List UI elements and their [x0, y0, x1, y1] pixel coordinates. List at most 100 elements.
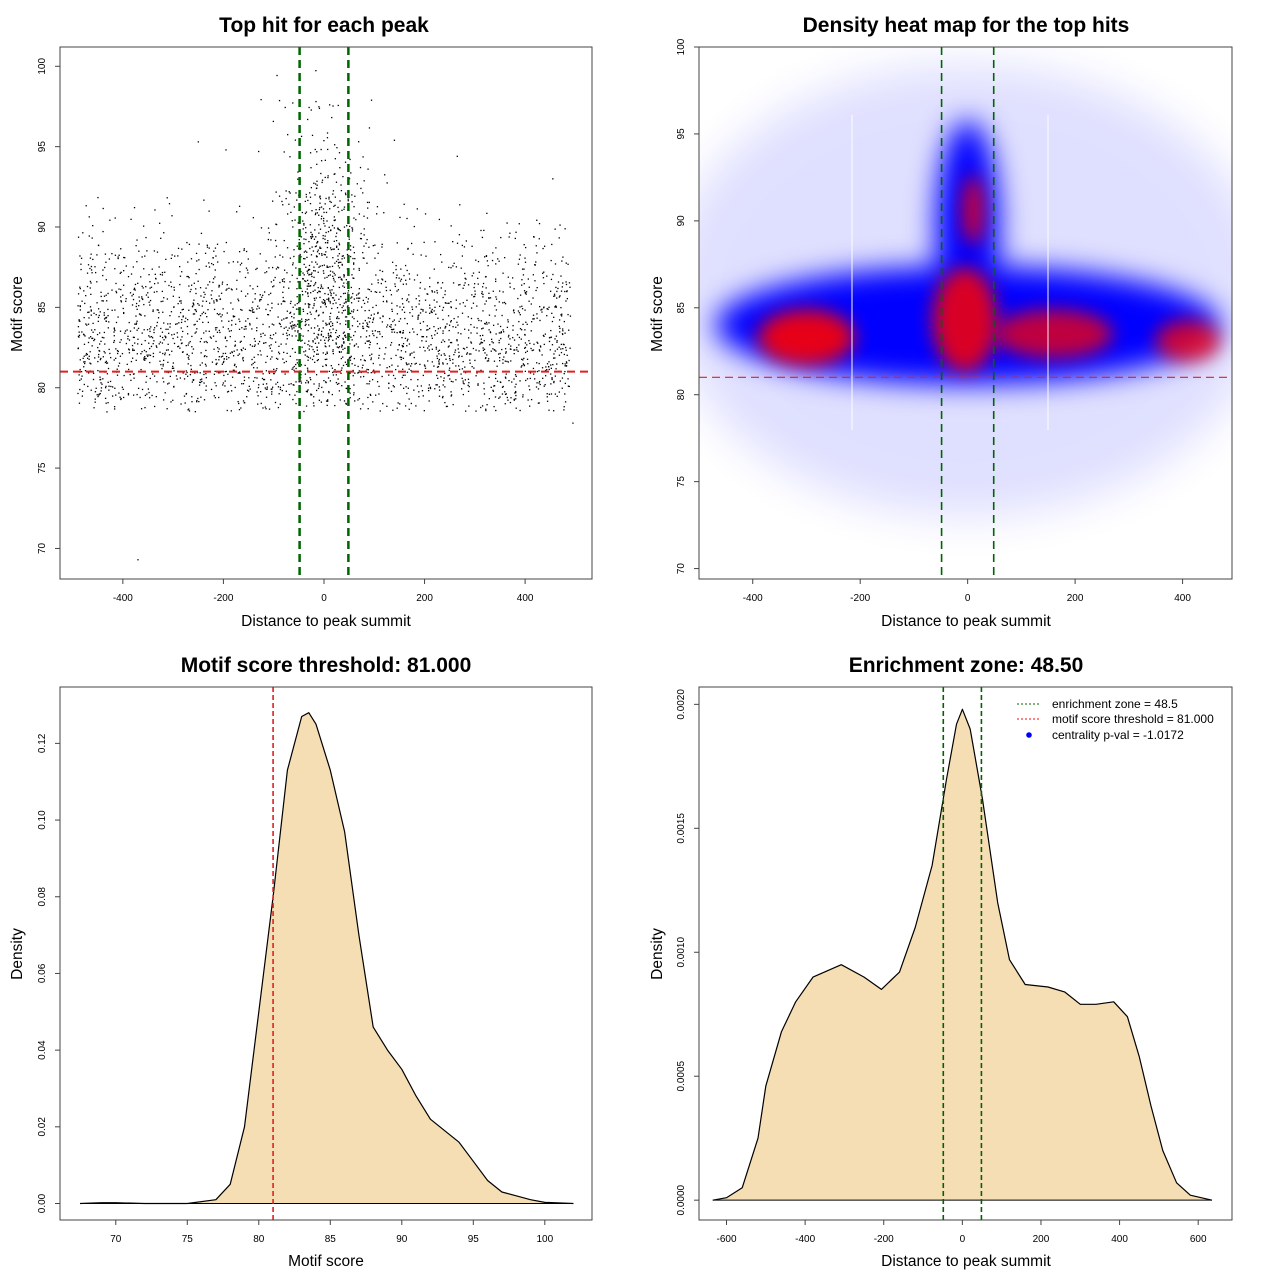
- data-point: [273, 372, 275, 375]
- data-point: [201, 380, 203, 383]
- data-point: [308, 274, 310, 276]
- data-point: [118, 362, 121, 364]
- data-point: [399, 330, 402, 333]
- data-point: [300, 340, 302, 342]
- data-point: [489, 331, 492, 334]
- data-point: [79, 255, 81, 257]
- data-point: [169, 326, 171, 328]
- data-point: [252, 362, 254, 365]
- data-point: [353, 394, 355, 396]
- data-point: [500, 331, 503, 334]
- data-point: [208, 210, 210, 212]
- data-point: [161, 336, 164, 339]
- data-point: [558, 391, 560, 393]
- data-point: [283, 278, 285, 280]
- data-point: [240, 407, 242, 409]
- data-point: [407, 248, 409, 250]
- data-point: [104, 387, 107, 389]
- data-point: [193, 324, 195, 326]
- data-point: [208, 266, 211, 268]
- data-point: [303, 224, 305, 226]
- data-point: [163, 381, 165, 383]
- data-point: [444, 372, 446, 375]
- data-point: [330, 249, 333, 251]
- data-point: [113, 408, 116, 410]
- data-point: [533, 343, 535, 345]
- data-point: [320, 401, 323, 403]
- data-point: [408, 301, 410, 303]
- data-point: [310, 167, 312, 169]
- data-point: [455, 299, 457, 301]
- data-point: [77, 392, 79, 395]
- data-point: [456, 339, 458, 341]
- data-point: [248, 377, 250, 379]
- data-point: [539, 350, 541, 352]
- data-point: [216, 299, 218, 301]
- data-point: [538, 370, 540, 372]
- data-point: [450, 267, 452, 269]
- data-point: [332, 105, 334, 107]
- data-point: [551, 312, 553, 315]
- data-point: [205, 287, 207, 289]
- data-point: [252, 301, 254, 303]
- data-point: [132, 298, 135, 301]
- data-point: [415, 298, 417, 300]
- data-point: [342, 292, 345, 295]
- data-point: [328, 322, 330, 324]
- data-point: [534, 378, 536, 380]
- data-point: [335, 246, 338, 248]
- data-point: [127, 275, 130, 278]
- data-point: [399, 280, 402, 282]
- data-point: [331, 324, 334, 327]
- data-point: [134, 289, 136, 291]
- data-point: [308, 283, 310, 285]
- data-point: [171, 215, 173, 217]
- x-axis-label: Distance to peak summit: [881, 613, 1051, 630]
- data-point: [351, 230, 354, 232]
- data-point: [416, 333, 418, 336]
- data-point: [120, 397, 122, 400]
- data-point: [448, 324, 451, 326]
- data-point: [514, 374, 517, 376]
- data-point: [340, 369, 343, 371]
- data-point: [322, 270, 325, 272]
- data-point: [262, 383, 264, 385]
- data-point: [105, 385, 107, 388]
- data-point: [338, 351, 341, 353]
- data-point: [521, 308, 524, 310]
- data-point: [97, 316, 100, 319]
- data-point: [319, 207, 321, 209]
- data-point: [247, 258, 249, 260]
- data-point: [564, 370, 566, 373]
- data-point: [402, 387, 405, 389]
- data-point: [319, 265, 321, 267]
- data-point: [349, 245, 352, 247]
- data-point: [331, 367, 334, 369]
- data-point: [312, 341, 314, 343]
- data-point: [417, 315, 419, 317]
- data-point: [224, 380, 226, 382]
- data-point: [120, 339, 122, 341]
- data-point: [104, 361, 107, 364]
- data-point: [234, 345, 236, 347]
- data-point: [193, 282, 195, 284]
- data-point: [450, 391, 452, 393]
- data-point: [359, 166, 362, 169]
- data-point: [291, 348, 294, 350]
- data-point: [523, 364, 526, 367]
- data-point: [120, 288, 122, 291]
- data-point: [226, 358, 228, 360]
- data-point: [339, 399, 341, 401]
- data-point: [542, 277, 545, 279]
- data-point: [247, 293, 249, 295]
- data-point: [472, 272, 475, 274]
- data-point: [401, 309, 403, 311]
- data-point: [473, 295, 476, 298]
- data-point: [320, 333, 323, 335]
- data-point: [272, 334, 275, 336]
- data-point: [179, 283, 181, 286]
- data-point: [326, 358, 328, 360]
- data-point: [77, 326, 80, 328]
- data-point: [135, 315, 137, 317]
- data-point: [402, 374, 404, 376]
